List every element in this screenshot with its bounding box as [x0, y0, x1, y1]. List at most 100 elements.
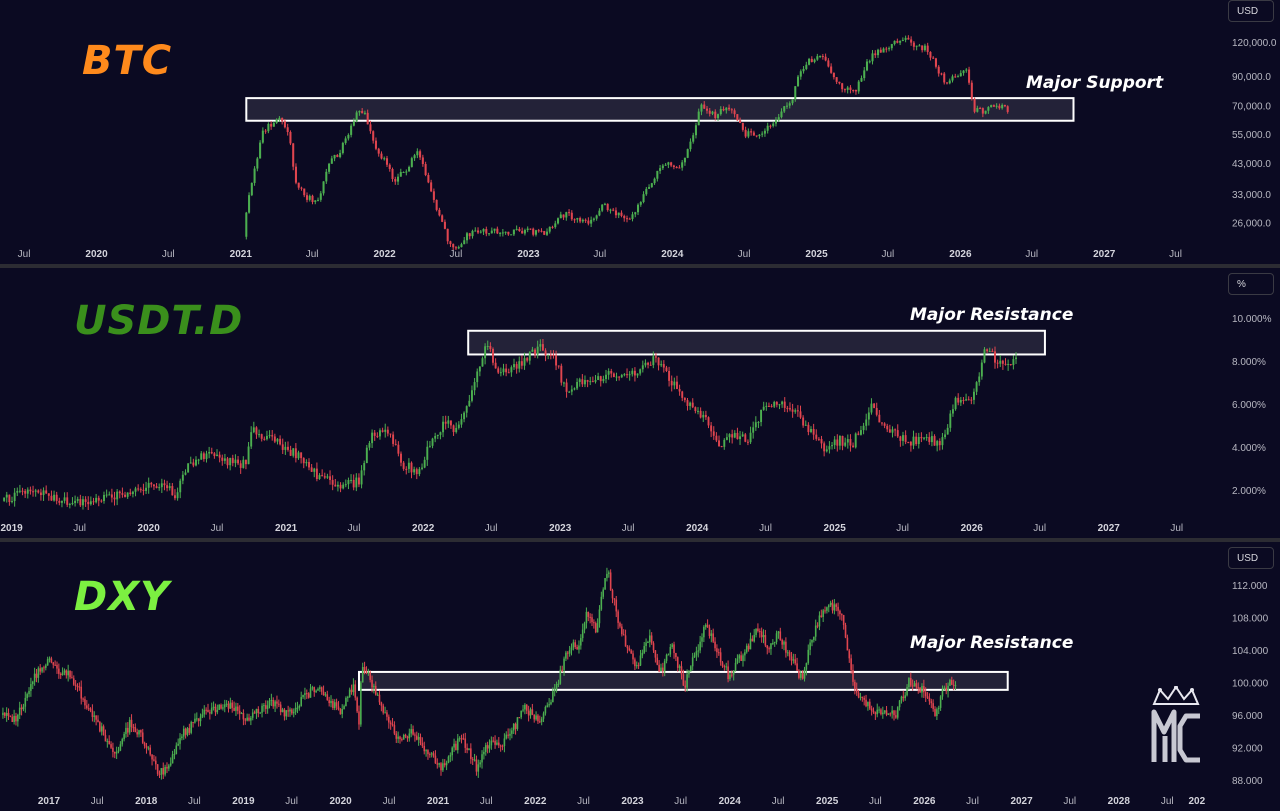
candle-body	[860, 78, 863, 82]
candle-body	[438, 763, 440, 765]
candle-body	[527, 710, 530, 716]
candle-body	[944, 434, 947, 438]
usdt-unit-label[interactable]: %	[1228, 273, 1274, 295]
candle-body	[568, 212, 571, 214]
btc-unit-label[interactable]: USD	[1228, 0, 1274, 22]
candle-body	[391, 168, 394, 180]
candle-body	[1012, 359, 1015, 366]
candle-body	[361, 666, 364, 683]
candle-body	[738, 655, 741, 659]
candle-body	[271, 435, 274, 437]
candle-body	[309, 688, 312, 698]
candle-body	[447, 756, 450, 763]
candle-body	[391, 724, 394, 726]
candle-body	[584, 380, 586, 385]
candle-body	[337, 706, 340, 710]
candle-body	[967, 399, 970, 401]
candle-body	[983, 349, 986, 363]
candle-body	[369, 124, 372, 132]
candle-body	[48, 658, 51, 660]
candle-body	[528, 351, 531, 361]
candle-body	[899, 436, 902, 441]
candle-body	[520, 361, 523, 366]
candle-body	[664, 164, 667, 166]
candle-body	[921, 686, 923, 693]
candle-body	[777, 631, 780, 634]
dxy-unit-label[interactable]: USD	[1228, 547, 1274, 569]
candle-body	[169, 763, 172, 766]
candle-body	[244, 459, 247, 465]
panel-separator[interactable]	[0, 264, 1280, 268]
candle-body	[393, 725, 396, 734]
candle-body	[455, 743, 457, 751]
candle-body	[765, 405, 768, 407]
candle-body	[865, 61, 869, 71]
candle-body	[45, 490, 48, 494]
candle-body	[874, 712, 877, 715]
candle-body	[946, 427, 949, 435]
candle-body	[941, 437, 944, 446]
x-tick-label: 2025	[805, 249, 828, 260]
candle-body	[449, 241, 452, 245]
candle-body	[907, 441, 910, 443]
x-tick-label: 2023	[621, 796, 644, 807]
candle-body	[926, 45, 929, 52]
candle-body	[294, 448, 297, 459]
candle-body	[234, 459, 237, 464]
candle-body	[552, 354, 555, 356]
candle-body	[432, 191, 435, 200]
candle-body	[486, 345, 489, 347]
candle-body	[573, 388, 576, 390]
candle-body	[115, 751, 118, 754]
y-tick-label: 10.000%	[1232, 314, 1272, 325]
candle-body	[518, 361, 521, 369]
candle-body	[802, 68, 805, 72]
candle-body	[981, 108, 984, 114]
candle-body	[791, 409, 794, 412]
x-tick-label: Jul	[759, 523, 772, 534]
candle-body	[662, 364, 665, 368]
candle-body	[522, 709, 524, 711]
candle-body	[792, 659, 795, 661]
candle-body	[762, 406, 765, 410]
candle-body	[692, 135, 695, 142]
candle-body	[60, 500, 63, 503]
candle-body	[427, 750, 429, 755]
candle-body	[343, 706, 345, 710]
candle-body	[975, 382, 978, 392]
candle-body	[755, 135, 758, 137]
candle-body	[326, 476, 329, 478]
candle-body	[701, 637, 703, 642]
candle-body	[468, 748, 470, 751]
candle-body	[18, 707, 21, 715]
x-tick-label: Jul	[383, 796, 396, 807]
candle-body	[158, 773, 161, 775]
candle-body	[565, 212, 568, 218]
candle-body	[110, 494, 113, 498]
candle-body	[838, 81, 841, 84]
candle-body	[78, 686, 81, 688]
candle-body	[697, 650, 700, 652]
candle-body	[84, 699, 86, 706]
candle-body	[251, 712, 254, 718]
btc-chart-panel: 120,000.0 90,000.0 70,000.0 55,000.0 43,000.…	[0, 0, 1280, 264]
candle-body	[766, 645, 769, 649]
candle-body	[563, 658, 565, 670]
panel-separator[interactable]	[0, 538, 1280, 542]
candle-body	[328, 163, 331, 172]
candle-body	[786, 652, 789, 654]
candle-body	[745, 645, 748, 653]
candle-body	[775, 401, 778, 405]
candle-body	[125, 727, 127, 734]
candle-body	[854, 90, 857, 92]
candle-body	[604, 578, 606, 590]
candle-body	[237, 459, 240, 464]
candle-body	[460, 738, 463, 740]
candle-body	[722, 108, 725, 111]
candle-body	[347, 697, 349, 699]
candle-body	[207, 709, 209, 713]
candle-body	[223, 704, 226, 708]
candle-body	[268, 700, 271, 706]
candle-body	[147, 747, 150, 749]
candle-body	[592, 218, 595, 220]
